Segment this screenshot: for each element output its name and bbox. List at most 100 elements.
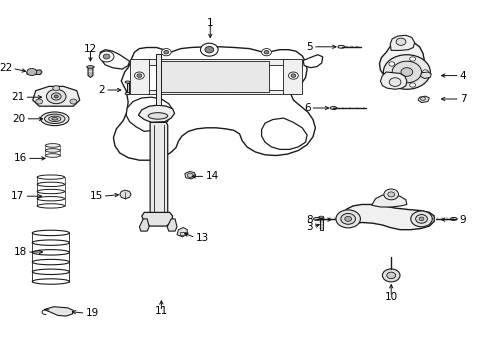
Ellipse shape bbox=[48, 116, 61, 121]
Polygon shape bbox=[303, 55, 322, 68]
Polygon shape bbox=[129, 59, 149, 94]
Text: 8: 8 bbox=[305, 215, 312, 225]
Circle shape bbox=[288, 72, 298, 79]
Text: 15: 15 bbox=[89, 191, 102, 201]
Circle shape bbox=[227, 65, 232, 68]
Ellipse shape bbox=[318, 216, 323, 218]
Circle shape bbox=[400, 68, 412, 76]
Circle shape bbox=[54, 95, 58, 98]
Circle shape bbox=[53, 86, 60, 91]
Polygon shape bbox=[420, 72, 430, 78]
Ellipse shape bbox=[313, 217, 320, 220]
Circle shape bbox=[410, 211, 431, 227]
Text: 14: 14 bbox=[205, 171, 218, 181]
Text: 16: 16 bbox=[14, 153, 27, 163]
Circle shape bbox=[163, 50, 168, 54]
Ellipse shape bbox=[37, 189, 64, 194]
Circle shape bbox=[387, 192, 394, 197]
Circle shape bbox=[198, 85, 207, 92]
Ellipse shape bbox=[41, 112, 69, 126]
Ellipse shape bbox=[148, 113, 167, 119]
Polygon shape bbox=[156, 54, 161, 105]
Circle shape bbox=[36, 99, 42, 104]
Ellipse shape bbox=[32, 250, 69, 255]
Ellipse shape bbox=[37, 182, 64, 186]
Ellipse shape bbox=[32, 269, 69, 274]
Ellipse shape bbox=[52, 117, 58, 120]
Polygon shape bbox=[27, 70, 42, 75]
Circle shape bbox=[264, 50, 268, 54]
Circle shape bbox=[103, 54, 110, 59]
Polygon shape bbox=[142, 59, 288, 65]
Circle shape bbox=[161, 49, 171, 56]
Ellipse shape bbox=[32, 230, 69, 236]
Polygon shape bbox=[44, 307, 73, 316]
Circle shape bbox=[290, 74, 295, 77]
Circle shape bbox=[422, 70, 427, 74]
Circle shape bbox=[224, 85, 234, 92]
Text: 9: 9 bbox=[459, 215, 466, 225]
Circle shape bbox=[200, 43, 218, 56]
Polygon shape bbox=[177, 228, 187, 237]
Ellipse shape bbox=[87, 66, 94, 68]
Ellipse shape bbox=[32, 240, 69, 246]
Circle shape bbox=[409, 57, 415, 61]
Circle shape bbox=[200, 86, 205, 90]
Circle shape bbox=[409, 83, 415, 87]
Ellipse shape bbox=[449, 217, 456, 220]
Circle shape bbox=[415, 215, 427, 223]
Text: 10: 10 bbox=[384, 292, 397, 302]
Polygon shape bbox=[120, 190, 131, 199]
Text: 17: 17 bbox=[11, 191, 24, 201]
Circle shape bbox=[388, 78, 400, 86]
Circle shape bbox=[382, 269, 399, 282]
Circle shape bbox=[99, 51, 114, 62]
Polygon shape bbox=[379, 40, 424, 80]
Polygon shape bbox=[380, 72, 406, 89]
Circle shape bbox=[344, 216, 351, 221]
Polygon shape bbox=[417, 96, 428, 103]
Circle shape bbox=[391, 61, 421, 83]
Text: 1: 1 bbox=[206, 18, 213, 28]
Polygon shape bbox=[320, 218, 322, 230]
Ellipse shape bbox=[32, 259, 69, 265]
Circle shape bbox=[46, 89, 66, 104]
Circle shape bbox=[340, 213, 355, 224]
Text: 5: 5 bbox=[305, 42, 312, 52]
Text: 7: 7 bbox=[459, 94, 466, 104]
Polygon shape bbox=[100, 50, 129, 69]
Circle shape bbox=[420, 97, 425, 100]
Polygon shape bbox=[146, 90, 283, 94]
Circle shape bbox=[51, 93, 61, 100]
Polygon shape bbox=[282, 59, 302, 94]
Circle shape bbox=[27, 68, 37, 76]
Text: 4: 4 bbox=[459, 71, 466, 81]
Ellipse shape bbox=[329, 107, 336, 109]
Polygon shape bbox=[339, 204, 433, 230]
Text: 2: 2 bbox=[98, 85, 105, 95]
Ellipse shape bbox=[345, 46, 347, 48]
Polygon shape bbox=[113, 47, 315, 160]
Circle shape bbox=[386, 272, 395, 279]
Text: 6: 6 bbox=[303, 103, 310, 113]
Polygon shape bbox=[126, 97, 172, 131]
Circle shape bbox=[227, 86, 232, 90]
Text: 19: 19 bbox=[85, 308, 99, 318]
Polygon shape bbox=[142, 212, 172, 226]
Circle shape bbox=[335, 210, 360, 228]
Circle shape bbox=[418, 217, 423, 221]
Circle shape bbox=[388, 78, 394, 82]
Ellipse shape bbox=[45, 144, 60, 147]
Ellipse shape bbox=[44, 114, 65, 123]
Polygon shape bbox=[180, 232, 185, 235]
Ellipse shape bbox=[355, 46, 357, 48]
Circle shape bbox=[70, 99, 77, 104]
Text: 18: 18 bbox=[14, 247, 27, 257]
Ellipse shape bbox=[45, 154, 60, 157]
Text: 12: 12 bbox=[83, 44, 97, 54]
Polygon shape bbox=[138, 105, 174, 122]
Polygon shape bbox=[167, 219, 177, 231]
Polygon shape bbox=[184, 171, 195, 179]
Circle shape bbox=[383, 189, 398, 200]
Circle shape bbox=[224, 63, 234, 70]
